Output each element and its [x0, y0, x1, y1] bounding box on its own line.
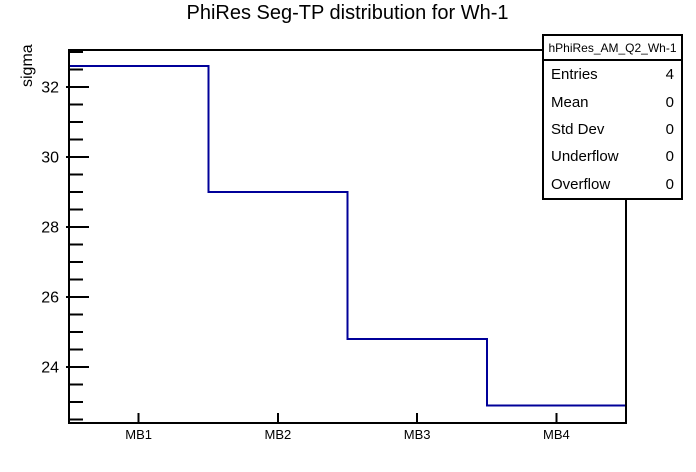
stats-row-label: Std Dev [551, 121, 605, 139]
stats-row: Mean 0 [544, 88, 681, 115]
plot-frame [68, 49, 627, 424]
y-tick-label: 24 [41, 360, 59, 377]
stats-row-label: Underflow [551, 148, 619, 166]
y-tick-label: 26 [41, 290, 59, 307]
stats-row-label: Entries [551, 66, 598, 84]
stats-row-label: Overflow [551, 175, 611, 193]
stats-box-title: hPhiRes_AM_Q2_Wh-1 [544, 36, 681, 61]
stats-row: Std Dev 0 [544, 116, 681, 143]
stats-row-value: 0 [665, 93, 674, 111]
stats-row: Underflow 0 [544, 143, 681, 170]
chart-title: PhiRes Seg-TP distribution for Wh-1 [186, 2, 509, 24]
stats-box-rows: Entries 4 Mean 0 Std Dev 0 Underflow 0 Overflow 0 [544, 61, 681, 198]
stats-row: Entries 4 [544, 61, 681, 88]
stats-row-value: 0 [665, 175, 674, 193]
stats-row-label: Mean [551, 93, 589, 111]
y-tick-label: 30 [41, 150, 59, 167]
x-tick-label: MB4 [543, 427, 570, 442]
y-tick-label: 28 [41, 220, 59, 237]
y-tick-label: 32 [41, 80, 59, 97]
stats-row-value: 4 [665, 66, 674, 84]
stats-row-value: 0 [665, 148, 674, 166]
x-tick-label: MB1 [125, 427, 152, 442]
histogram-line [69, 65, 626, 407]
x-tick-label: MB2 [265, 427, 292, 442]
x-tick-label: MB3 [404, 427, 431, 442]
stats-row: Overflow 0 [544, 171, 681, 198]
stats-row-value: 0 [665, 121, 674, 139]
stats-box: hPhiRes_AM_Q2_Wh-1 Entries 4 Mean 0 Std Dev 0… [542, 34, 683, 200]
